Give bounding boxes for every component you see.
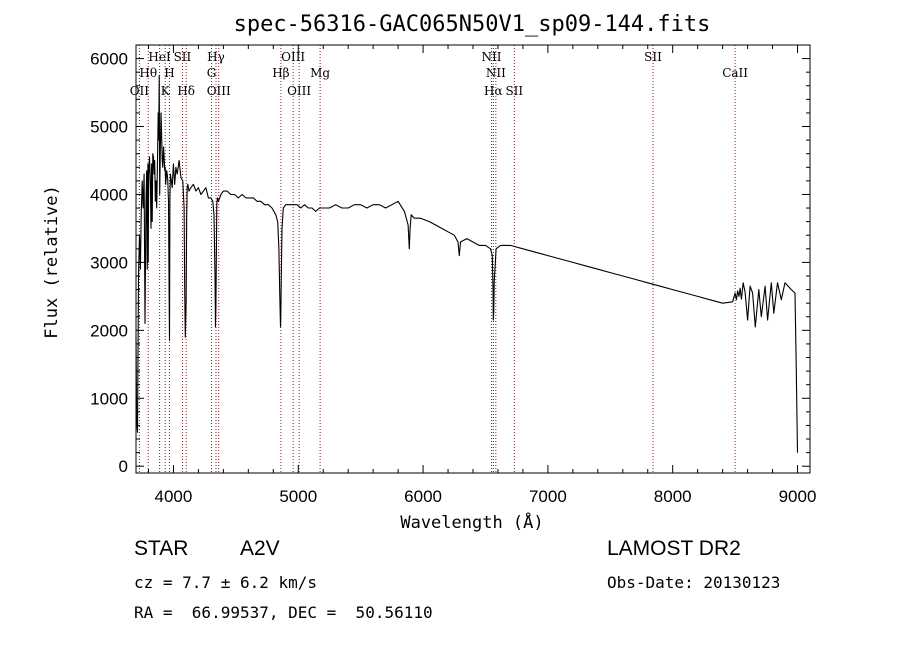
object-class: STAR [134, 537, 189, 560]
y-tick-label: 4000 [90, 185, 128, 204]
line-marker-label: SII [174, 50, 192, 64]
plot-frame [135, 44, 811, 474]
line-marker-label: Hδ [177, 84, 195, 98]
line-marker-label: OIII [207, 84, 231, 98]
x-tick-label: 7000 [529, 487, 567, 506]
object-subclass: A2V [240, 537, 280, 560]
x-tick-label: 4000 [155, 487, 193, 506]
line-marker-label: CaII [722, 66, 748, 80]
x-axis-label: Wavelength (Å) [400, 511, 543, 533]
chart-title: spec-56316-GAC065N50V1_sp09-144.fits [234, 12, 711, 37]
plot-layer: OIIHθHeIKHSIIHδGHγOIIIHβOIIIOIIIMgNIIHαN… [90, 44, 817, 506]
line-marker-label: Hα [484, 84, 503, 98]
line-marker-label: Hθ [139, 66, 157, 80]
line-marker-label: G [207, 66, 217, 80]
x-tick-label: 8000 [654, 487, 692, 506]
line-marker-label: OIII [281, 50, 305, 64]
y-tick-label: 0 [119, 457, 128, 476]
line-marker-label: NII [486, 66, 506, 80]
line-marker-label: NII [481, 50, 501, 64]
line-marker-label: SII [505, 84, 523, 98]
line-marker-label: OII [130, 84, 150, 98]
y-tick-label: 6000 [90, 50, 128, 69]
y-tick-label: 1000 [90, 389, 128, 408]
line-marker-label: OIII [287, 84, 311, 98]
x-tick-label: 9000 [779, 487, 817, 506]
y-axis-label: Flux (relative) [42, 185, 62, 339]
line-marker-label: H [164, 66, 174, 80]
line-marker-label: HeI [148, 50, 171, 64]
line-marker-label: Hβ [272, 66, 289, 80]
line-marker-label: K [161, 84, 171, 98]
spectrum-line [135, 75, 799, 453]
x-tick-label: 6000 [404, 487, 442, 506]
y-tick-label: 3000 [90, 253, 128, 272]
line-marker-label: SII [644, 50, 662, 64]
observation-date: Obs-Date: 20130123 [607, 573, 781, 592]
ra-dec-coordinates: RA = 66.99537, DEC = 50.56110 [134, 603, 433, 622]
survey-label: LAMOST DR2 [607, 537, 741, 560]
line-marker-label: Mg [310, 66, 330, 80]
line-marker-label: Hγ [207, 50, 225, 64]
y-tick-label: 2000 [90, 321, 128, 340]
redshift-cz: cz = 7.7 ± 6.2 km/s [134, 573, 318, 592]
y-tick-label: 5000 [90, 118, 128, 137]
x-tick-label: 5000 [279, 487, 317, 506]
